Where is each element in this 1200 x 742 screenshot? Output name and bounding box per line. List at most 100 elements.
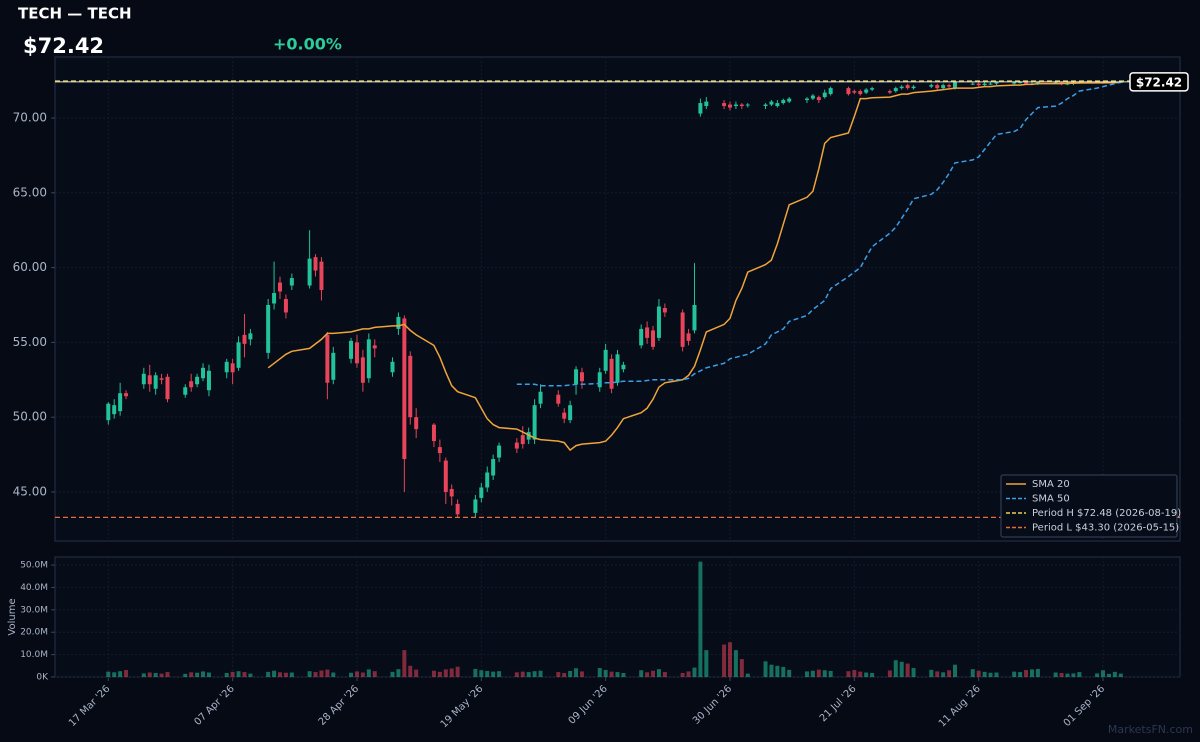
volume-bar — [396, 669, 401, 677]
legend — [1000, 474, 1178, 538]
volume-bar — [153, 672, 158, 677]
volume-bar — [639, 670, 644, 677]
volume-bar — [230, 671, 235, 677]
volume-axis-label: Volume — [7, 598, 18, 635]
volume-bar — [349, 672, 354, 677]
volume-bar — [947, 670, 952, 677]
candle-body — [443, 460, 448, 492]
candle-body — [704, 101, 709, 107]
volume-bar — [887, 670, 892, 677]
candle-body — [206, 370, 211, 391]
candle-body — [183, 387, 188, 395]
volume-bar — [976, 670, 981, 677]
candle-body — [698, 103, 703, 114]
candle-body — [189, 381, 194, 388]
volume-bar — [686, 671, 691, 677]
volume-bar — [722, 644, 727, 677]
volume-bar — [491, 671, 496, 677]
candle-body — [449, 488, 454, 497]
volume-bar — [1029, 669, 1034, 677]
volume-bar — [828, 670, 833, 677]
volume-bar — [1071, 673, 1076, 677]
candle-body — [372, 345, 377, 349]
volume-bar — [556, 672, 561, 677]
candle-body — [988, 83, 993, 85]
candle-body — [828, 88, 833, 95]
candle-body — [893, 88, 898, 92]
volume-bar — [911, 668, 916, 677]
volume-bar — [159, 673, 164, 677]
candle-body — [621, 364, 626, 370]
volume-bar — [165, 672, 170, 677]
volume-bar — [372, 671, 377, 677]
volume-bar — [313, 672, 318, 677]
change: +0.00% — [273, 35, 342, 54]
candle-body — [437, 447, 442, 454]
candle-body — [656, 306, 661, 338]
candle-body — [739, 104, 744, 107]
volume-bar — [195, 672, 200, 677]
candle-body — [414, 417, 419, 430]
candle-body — [597, 372, 602, 388]
candle-body — [686, 333, 691, 341]
candle-body — [159, 378, 164, 380]
volume-bar — [538, 670, 543, 677]
candle-body — [775, 103, 780, 107]
candle-body — [106, 403, 111, 421]
volume-bar — [692, 667, 697, 677]
volume-bar — [982, 671, 987, 677]
candle-body — [455, 503, 460, 515]
candle-body — [325, 334, 330, 383]
candle-body — [911, 86, 916, 89]
candle-body — [804, 98, 809, 101]
y-tick-label: 20.0M — [20, 628, 48, 638]
candle-body — [195, 376, 200, 385]
candle-body — [153, 375, 158, 389]
candle-body — [283, 299, 288, 313]
volume-bar — [615, 672, 620, 677]
candle-body — [366, 339, 371, 379]
volume-bar — [603, 670, 608, 677]
volume-bar — [870, 672, 875, 677]
volume-bar — [354, 671, 359, 677]
volume-bar — [562, 672, 567, 677]
volume-bar — [698, 561, 703, 677]
volume-bar — [366, 669, 371, 677]
volume-bar — [662, 672, 667, 677]
candle-body — [532, 405, 537, 440]
candle-body — [970, 83, 975, 85]
candle-body — [568, 405, 573, 421]
candle-body — [864, 89, 869, 93]
candle-body — [994, 82, 999, 84]
candle-body — [858, 91, 863, 95]
candle-body — [810, 95, 815, 99]
volume-bar — [739, 659, 744, 677]
volume-bar — [242, 672, 247, 677]
volume-bar — [893, 660, 898, 677]
volume-bar — [455, 666, 460, 677]
candle-body — [230, 363, 235, 373]
candle-body — [935, 85, 940, 89]
title: TECH — TECH — [18, 5, 132, 23]
volume-bar — [147, 672, 152, 677]
volume-bar — [402, 650, 407, 677]
candle-body — [201, 367, 206, 379]
volume-bar — [953, 664, 957, 677]
candle-body — [609, 358, 614, 389]
candle-body — [236, 342, 241, 368]
volume-bar — [390, 671, 395, 677]
volume-bar — [248, 673, 253, 677]
volume-bar — [236, 671, 241, 677]
volume-bar — [473, 668, 478, 677]
volume-bar — [201, 671, 206, 677]
volume-bar — [733, 650, 738, 677]
candle-body — [846, 88, 851, 95]
volume-bar — [532, 671, 537, 677]
volume-bar — [787, 669, 792, 677]
candle-body — [579, 372, 584, 382]
candle-body — [745, 104, 750, 106]
volume-bar — [816, 669, 821, 677]
volume-bar — [1012, 671, 1017, 677]
volume-panel — [54, 556, 1181, 678]
candle-body — [224, 361, 229, 373]
